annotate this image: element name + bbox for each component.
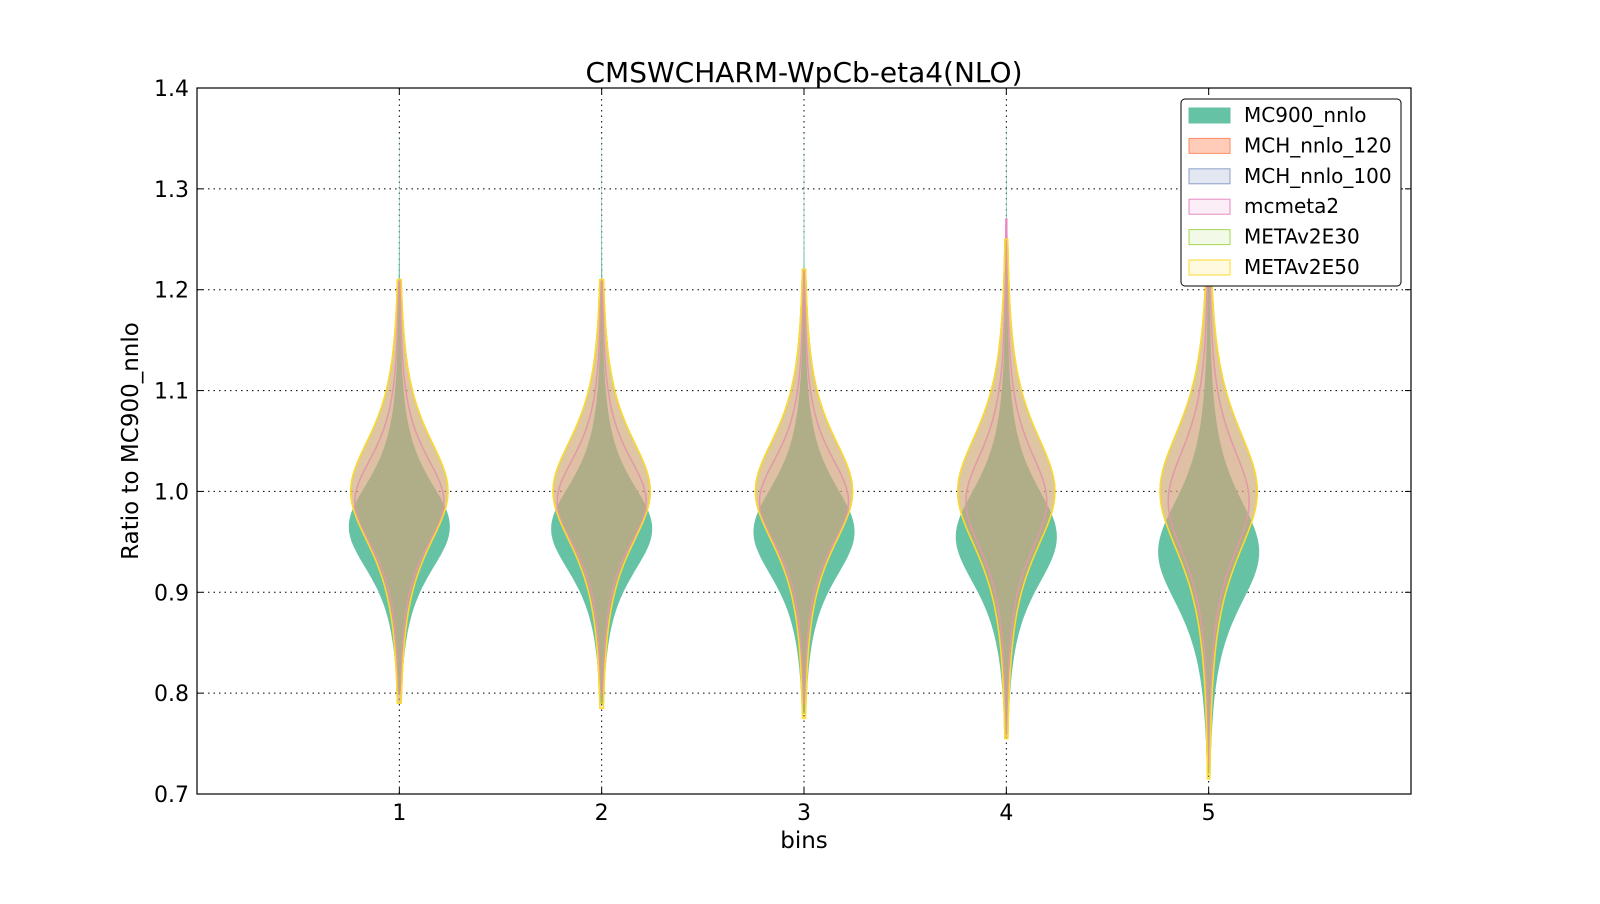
legend: MC900_nnlo MCH_nnlo_120 MCH_nnlo_100mcmeta… — [1180, 98, 1402, 287]
y-axis-label: Ratio to MC900_nnlo — [118, 322, 144, 560]
violin-mc900-nnlo-bin-3 — [753, 133, 855, 714]
violins — [348, 118, 1260, 780]
y-tick-label: 0.9 — [154, 581, 189, 606]
legend-label: MCH_nnlo_100 — [1244, 164, 1392, 188]
violin-mc900-nnlo-bin-4 — [955, 128, 1057, 734]
legend-swatch — [1188, 137, 1231, 154]
x-tick-label: 1 — [392, 801, 406, 826]
y-tick-label: 1.3 — [154, 178, 189, 203]
ticks: 0.7 0.8 0.9 1.0 1.1 1.2 1.3 1.4 1 2 3 4 5 — [154, 77, 1411, 826]
violin-mc900-nnlo-bin-2 — [551, 138, 653, 704]
violin-metav2e50-bin-2 — [552, 278, 651, 710]
x-tick-label: 5 — [1202, 801, 1216, 826]
y-tick-label: 1.2 — [154, 279, 189, 304]
violin-metav2e50-bin-1 — [350, 278, 449, 704]
legend-label: METAv2E50 — [1244, 255, 1360, 279]
x-axis-label: bins — [780, 828, 828, 854]
legend-swatch — [1188, 259, 1231, 276]
x-tick-label: 2 — [595, 801, 609, 826]
legend-swatch — [1188, 168, 1231, 185]
violin-metav2e50-bin-5 — [1159, 258, 1258, 780]
x-tick-label: 3 — [797, 801, 811, 826]
legend-swatch — [1188, 198, 1231, 215]
violin-metav2e50-bin-3 — [754, 268, 854, 720]
y-tick-label: 0.7 — [154, 783, 189, 808]
chart-title: CMSWCHARM-WpCb-eta4(NLO) — [585, 56, 1022, 89]
x-tick-label: 4 — [999, 801, 1013, 826]
y-tick-label: 1.1 — [154, 380, 189, 405]
legend-label: MCH_nnlo_120 — [1244, 133, 1392, 157]
legend-box — [1180, 98, 1402, 287]
legend-label: MC900_nnlo — [1244, 103, 1367, 127]
y-tick-label: 0.8 — [154, 682, 189, 707]
y-tick-label: 1.4 — [154, 77, 189, 102]
violin-mcmeta2-bin-4 — [965, 218, 1048, 735]
violin-metav2e50-bin-4 — [957, 238, 1056, 740]
legend-swatch — [1188, 107, 1231, 124]
y-tick-label: 1.0 — [154, 480, 189, 505]
violin-mc900-nnlo-bin-1 — [348, 138, 450, 694]
legend-swatch — [1188, 229, 1231, 246]
legend-label: mcmeta2 — [1244, 194, 1339, 218]
legend-label: METAv2E30 — [1244, 225, 1360, 249]
violin-mc900-nnlo-bin-5 — [1158, 118, 1260, 774]
